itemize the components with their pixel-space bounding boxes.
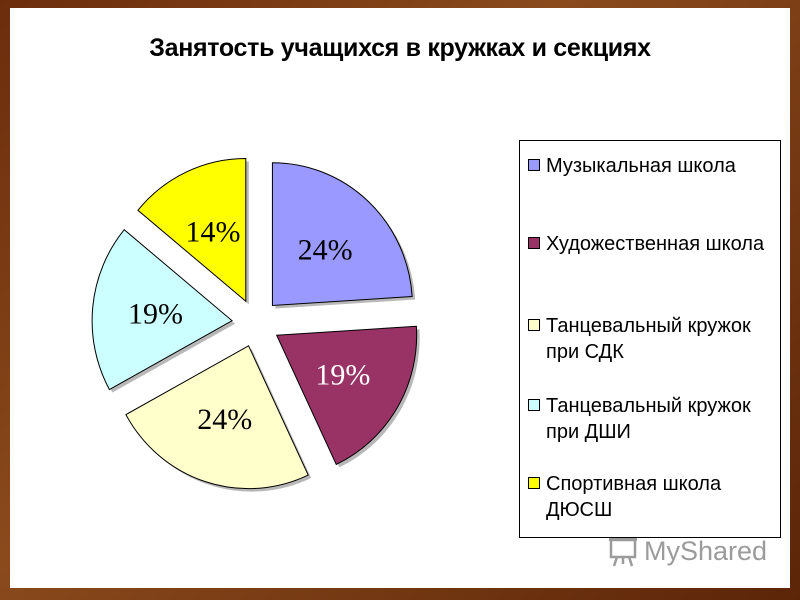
- pie-slice-label: 19%: [315, 358, 370, 391]
- legend-item: Спортивная школа ДЮСШ: [528, 471, 778, 523]
- legend-item: Художественная школа: [528, 231, 778, 257]
- legend-swatch: [528, 159, 540, 171]
- legend-swatch: [528, 237, 540, 249]
- legend-label-line: Танцевальный кружок: [546, 395, 751, 417]
- legend-label: Музыкальная школа: [546, 153, 778, 179]
- legend-label-line: Музыкальная школа: [546, 155, 736, 177]
- pie-slice-label: 24%: [298, 233, 353, 266]
- legend-label-line: при ДШИ: [546, 421, 631, 443]
- presentation-board-icon: [609, 537, 637, 566]
- legend-item: Танцевальный кружок при СДК: [528, 313, 778, 365]
- pie-slice-label: 19%: [128, 297, 183, 330]
- legend-label: Художественная школа: [546, 231, 778, 257]
- legend-label-line: Спортивная школа: [546, 473, 722, 495]
- legend-label: Спортивная школа ДЮСШ: [546, 471, 778, 523]
- legend-item: Танцевальный кружок при ДШИ: [528, 393, 778, 445]
- pie-slice: [275, 325, 418, 466]
- legend-label: Танцевальный кружок при ДШИ: [546, 393, 778, 445]
- chart-title: Занятость учащихся в кружках и секциях: [149, 34, 651, 62]
- pie-slice: [137, 157, 247, 303]
- legend-swatch: [528, 319, 540, 331]
- watermark-text: MyShared: [644, 536, 768, 566]
- pie-slice: [91, 229, 233, 391]
- chart-legend: Музыкальная школа Художественная школа Тан…: [519, 140, 781, 538]
- legend-swatch: [528, 477, 540, 489]
- legend-label: Танцевальный кружок при СДК: [546, 313, 778, 365]
- legend-item: Музыкальная школа: [528, 153, 778, 179]
- legend-label-line: Художественная школа: [546, 233, 765, 255]
- watermark: MyShared: [608, 536, 767, 567]
- legend-swatch: [528, 399, 540, 411]
- pie-slice-label: 24%: [197, 403, 252, 436]
- pie-slice: [271, 162, 413, 307]
- legend-label-line: ДЮСШ: [546, 499, 613, 521]
- legend-label-line: при СДК: [546, 341, 624, 363]
- pie-slice: [125, 345, 309, 490]
- pie-slice-label: 14%: [185, 216, 240, 249]
- legend-label-line: Танцевальный кружок: [546, 315, 751, 337]
